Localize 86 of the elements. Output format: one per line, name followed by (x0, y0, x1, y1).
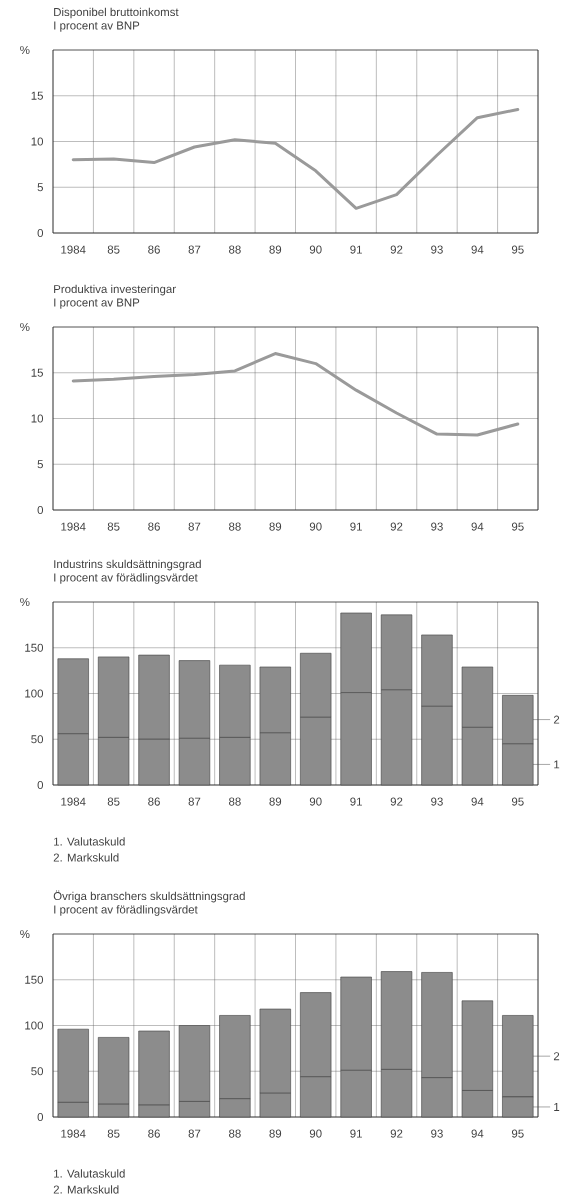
x-tick-label: 89 (269, 797, 282, 806)
chart-subtitle: I procent av BNP (54, 21, 140, 32)
legend-label: 2 (553, 715, 560, 724)
x-tick-label: 90 (309, 522, 322, 531)
x-tick-label: 90 (309, 797, 322, 806)
x-tick-label: 86 (148, 522, 160, 531)
x-tick-label: 88 (229, 1129, 241, 1138)
x-tick-label: 87 (188, 245, 201, 254)
x-tick-label: 95 (511, 522, 524, 531)
x-tick-label: 1984 (61, 797, 86, 806)
x-tick-label: 94 (471, 522, 484, 531)
x-tick-label: 90 (309, 1129, 322, 1138)
y-tick-label: 5 (37, 183, 43, 192)
x-tick-label: 91 (350, 245, 362, 254)
chart-subtitle: I procent av förädlingsvärdet (54, 573, 198, 584)
x-tick-label: 85 (107, 522, 120, 531)
y-tick-label: 150 (25, 975, 44, 984)
x-tick-label: 85 (107, 245, 120, 254)
x-tick-label: 92 (390, 797, 403, 806)
x-tick-label: 1984 (61, 245, 86, 254)
y-tick-label: 0 (37, 228, 44, 238)
x-tick-label: 93 (431, 245, 443, 254)
x-tick-label: 89 (269, 522, 282, 531)
x-tick-label: 91 (350, 1129, 362, 1138)
x-tick-label: 91 (350, 522, 362, 531)
legend-label: 1 (554, 760, 560, 769)
x-tick-label: 95 (511, 797, 524, 806)
legend-label: 2 (553, 1052, 560, 1061)
y-tick-label: 50 (31, 735, 44, 744)
chart-subtitle: I procent av BNP (54, 298, 140, 309)
x-tick-label: 85 (107, 1129, 120, 1138)
y-tick-label: 15 (31, 91, 43, 100)
text: 1. Valutaskuld (54, 1169, 125, 1178)
line-series (71, 107, 520, 210)
chart-title: Övriga branschers skuldsättningsgrad (53, 890, 245, 903)
x-tick-label: 87 (188, 1129, 201, 1138)
y-tick-label: 15 (31, 368, 43, 377)
x-tick-label: 86 (148, 797, 160, 806)
y-tick-label: 10 (31, 137, 44, 146)
x-tick-label: 94 (471, 245, 484, 254)
x-tick-label: 95 (511, 245, 524, 254)
x-tick-label: 87 (188, 522, 201, 531)
chart-title: Industrins skuldsättningsgrad (54, 559, 201, 571)
y-tick-label: 150 (25, 643, 44, 652)
y-axis-title: % (20, 598, 30, 607)
y-tick-label: 0 (37, 1112, 44, 1122)
y-tick-label: 10 (31, 414, 44, 423)
x-tick-label: 94 (471, 797, 484, 806)
y-axis-title: % (20, 930, 30, 939)
x-tick-label: 88 (229, 245, 241, 254)
x-tick-label: 86 (148, 1129, 160, 1138)
y-tick-label: 5 (37, 460, 43, 469)
x-tick-label: 89 (269, 245, 282, 254)
x-tick-label: 91 (350, 797, 362, 806)
y-axis-title: % (20, 322, 30, 332)
x-tick-label: 89 (269, 1129, 282, 1138)
text: 2. Markskuld (53, 1185, 119, 1194)
y-tick-label: 0 (37, 505, 44, 515)
x-tick-label: 93 (431, 1129, 443, 1138)
x-tick-label: 93 (431, 522, 443, 531)
y-tick-label: 100 (25, 689, 44, 698)
y-tick-label: 0 (37, 780, 44, 790)
y-tick-label: 100 (25, 1021, 44, 1030)
line-series (71, 352, 520, 437)
x-tick-label: 92 (390, 1129, 403, 1138)
x-tick-label: 94 (471, 1129, 484, 1138)
text: 1. Valutaskuld (54, 837, 125, 846)
y-tick-label: 50 (31, 1067, 44, 1076)
x-tick-label: 88 (229, 522, 241, 531)
x-tick-label: 92 (390, 245, 403, 254)
x-tick-label: 86 (148, 245, 160, 254)
x-tick-label: 1984 (61, 522, 86, 531)
text: 2. Markskuld (53, 853, 119, 862)
legend-label: 1 (554, 1103, 560, 1111)
x-tick-label: 90 (309, 245, 322, 254)
x-tick-label: 93 (431, 797, 443, 806)
chart-title: Disponibel bruttoinkomst (54, 7, 179, 19)
chart-title: Produktiva investeringar (54, 284, 176, 296)
x-tick-label: 85 (107, 797, 120, 806)
x-tick-label: 95 (511, 1129, 524, 1138)
x-tick-label: 1984 (61, 1129, 86, 1138)
x-tick-label: 87 (188, 797, 201, 806)
x-tick-label: 88 (229, 797, 241, 806)
chart-subtitle: I procent av förädlingsvärdet (54, 905, 198, 916)
x-tick-label: 92 (390, 522, 403, 531)
y-axis-title: % (20, 45, 30, 54)
